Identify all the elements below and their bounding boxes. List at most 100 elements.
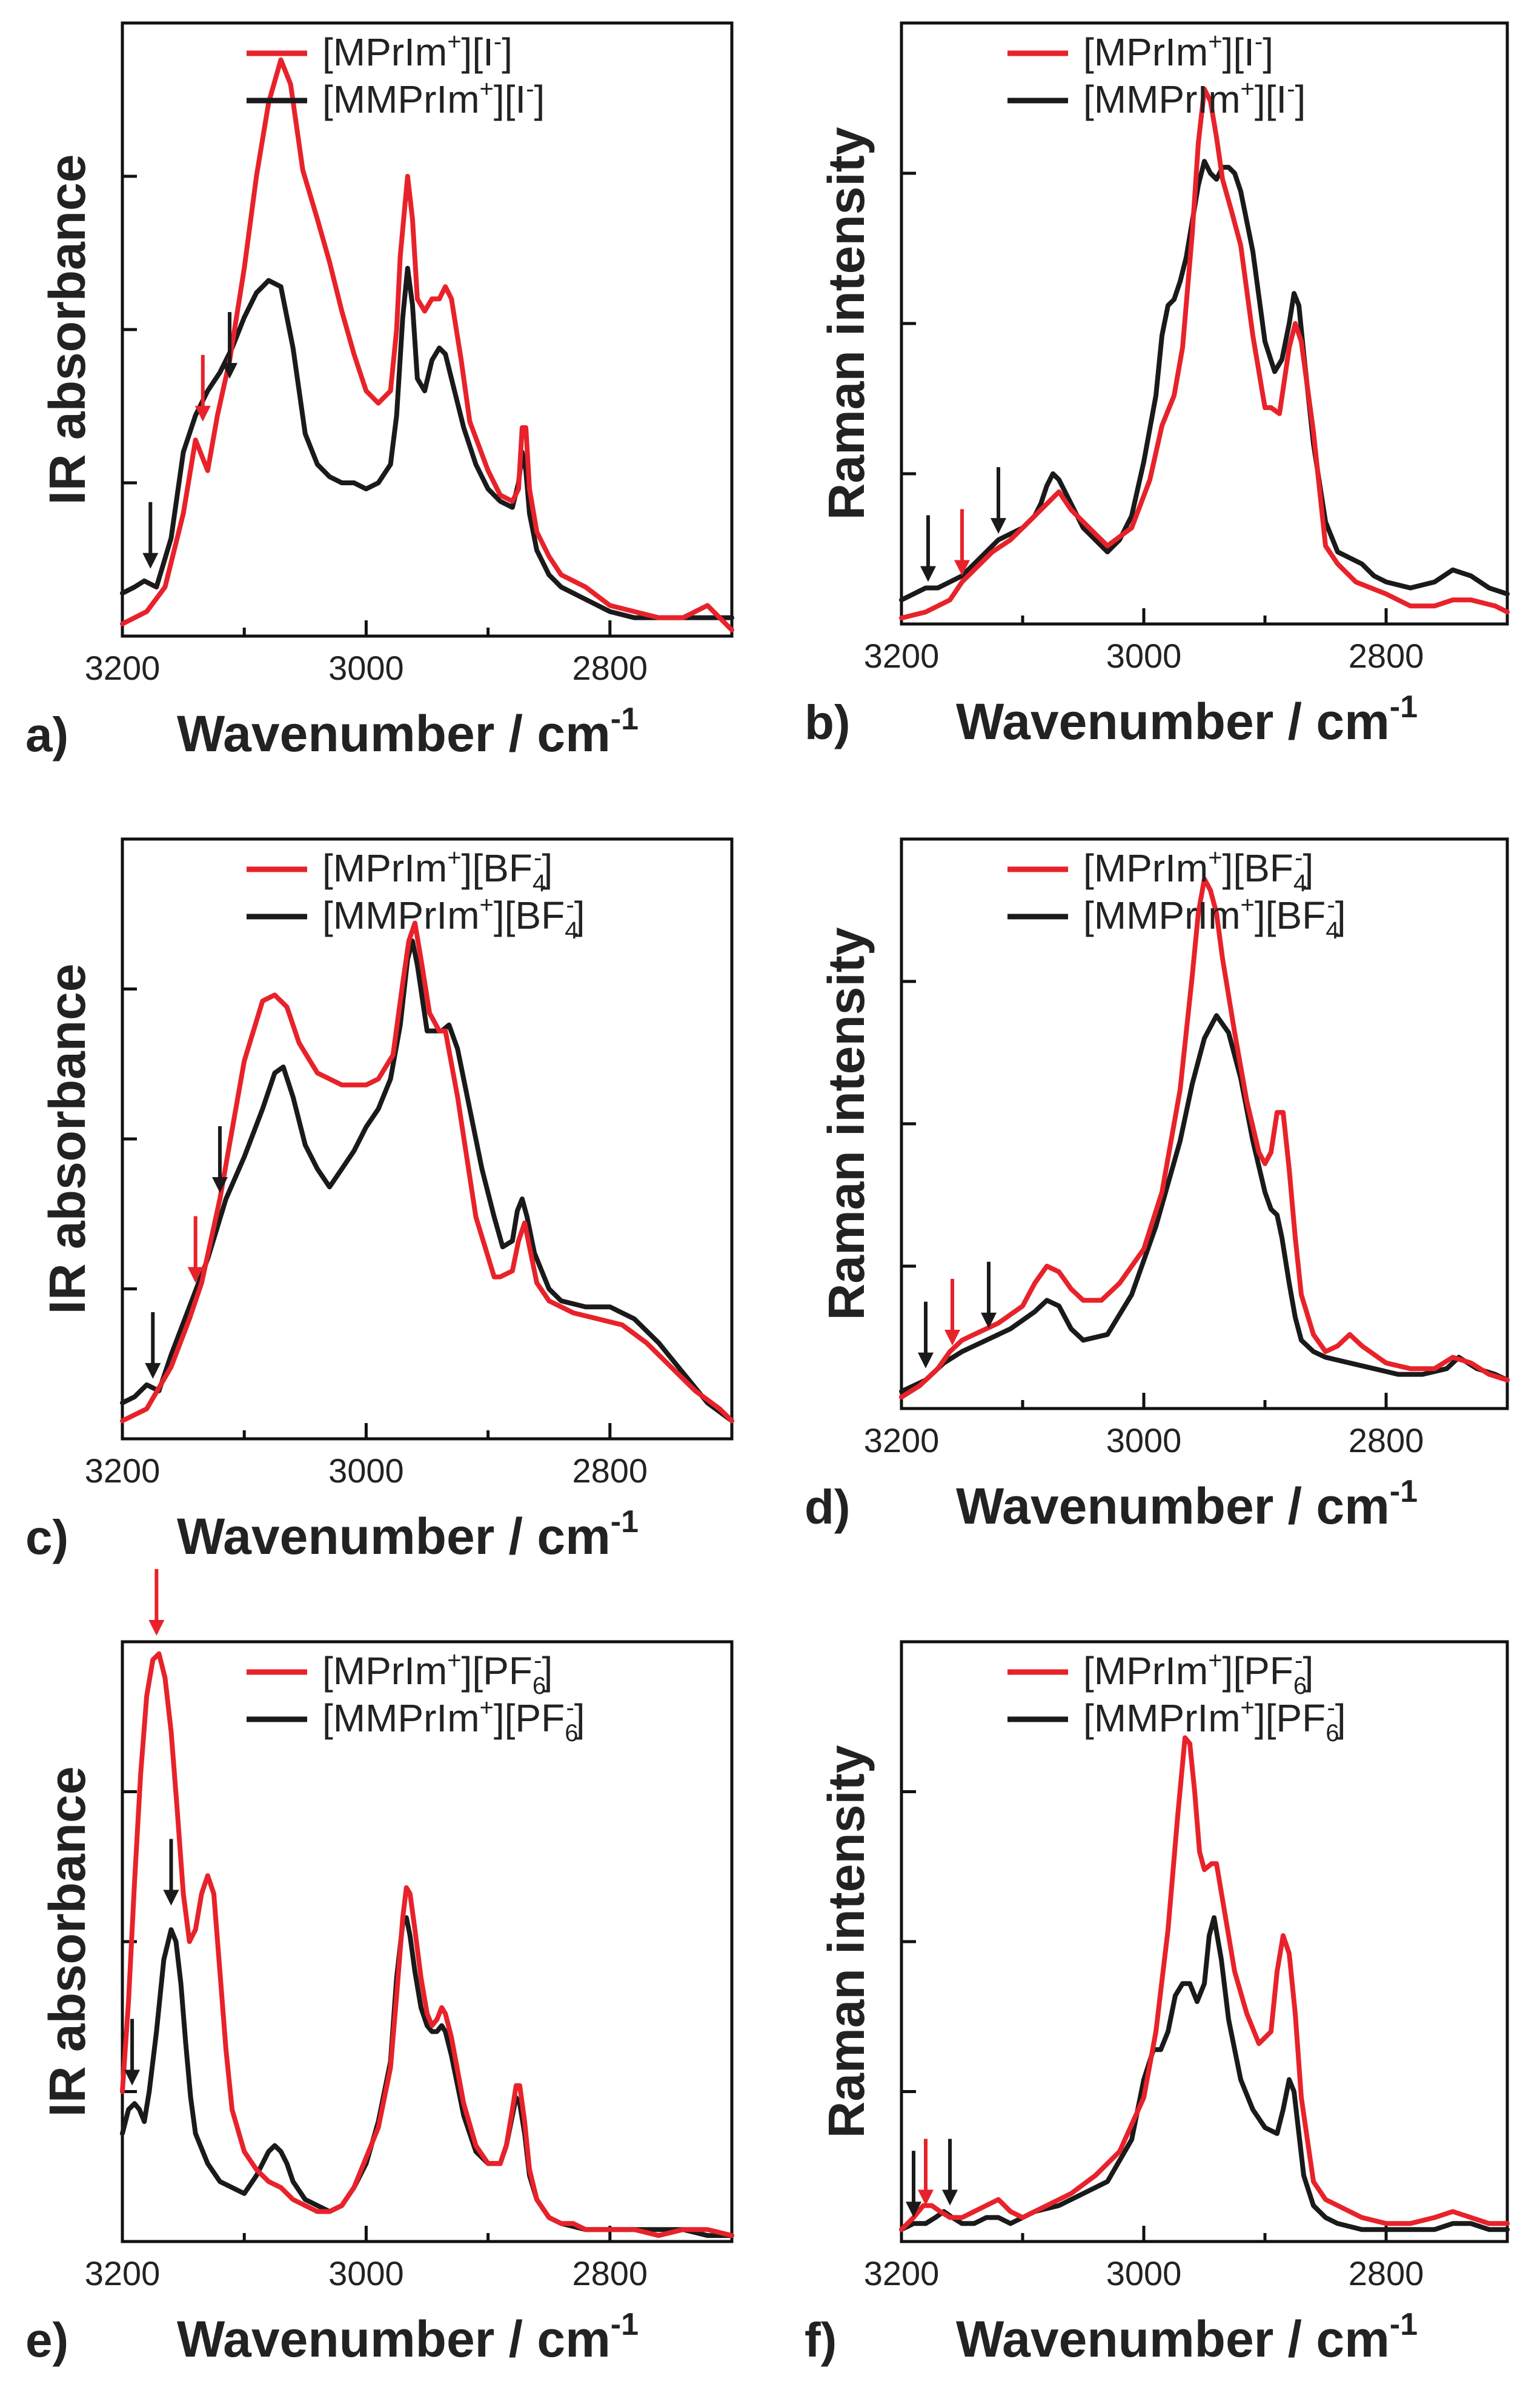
legend-text-part: - xyxy=(526,76,534,102)
legend-text-part: 6 xyxy=(533,1673,546,1699)
legend-text-part: ] xyxy=(1303,846,1313,890)
x-axis-label-text: Wavenumber / cm xyxy=(956,1478,1390,1535)
x-tick-label: 2800 xyxy=(1349,2254,1424,2292)
legend-text-part: [MMPrIm xyxy=(1083,894,1241,937)
x-tick-label: 3200 xyxy=(864,1421,940,1459)
legend-text-part: [MPrIm xyxy=(1083,846,1208,890)
chart-panel-b: 3200 3000 2800 Raman intensity b) Wavenumber … xyxy=(805,21,1510,750)
panel-letter: b) xyxy=(805,695,851,749)
legend-text-part: - xyxy=(566,1694,574,1721)
chart-panel-e: 3200 3000 2800 IR absorbance e) Wavenumber / … xyxy=(25,1569,734,2368)
legend-text-part: ][I xyxy=(1223,30,1255,74)
series-line-mmprim xyxy=(120,1915,734,2238)
series-line-mprim xyxy=(899,876,1510,1400)
legend-text-part: 4 xyxy=(1326,917,1339,944)
peak-arrow-black xyxy=(920,515,936,582)
legend-text-part: ][BF xyxy=(494,894,565,937)
legend-text-part: ][BF xyxy=(1255,894,1326,937)
legend-text-part: [MMPrIm xyxy=(322,894,480,937)
x-axis-label: Wavenumber / cm-1 xyxy=(177,702,639,762)
panel-letter: d) xyxy=(805,1480,851,1534)
peak-arrow-red xyxy=(944,1279,960,1346)
x-axis-label-text: Wavenumber / cm xyxy=(956,693,1390,750)
x-tick-label: 3200 xyxy=(864,2254,940,2292)
legend-text-part: ] xyxy=(574,1696,585,1740)
peak-arrow-black xyxy=(211,1126,228,1193)
peak-arrow-black xyxy=(124,2019,141,2086)
x-axis-label-text: Wavenumber / cm xyxy=(956,2311,1390,2368)
legend-text-part: + xyxy=(480,1694,494,1721)
x-axis-label: Wavenumber / cm-1 xyxy=(956,2307,1418,2368)
legend-text-part: - xyxy=(1255,28,1263,55)
series-line-mmprim xyxy=(120,265,734,620)
x-axis-label: Wavenumber / cm-1 xyxy=(956,689,1418,750)
legend-label: [MMPrIm+][I-] xyxy=(1083,76,1306,121)
legend-text-part: ] xyxy=(502,30,513,74)
peak-arrow-red xyxy=(148,1569,165,1636)
legend-text-part: + xyxy=(447,845,461,871)
legend-text-part: + xyxy=(1241,892,1255,918)
y-axis-label: IR absorbance xyxy=(39,964,96,1315)
legend-entry: [MMPrIm+][I-] xyxy=(247,76,545,121)
legend-text-part: + xyxy=(447,28,461,55)
legend-text-part: - xyxy=(1287,76,1295,102)
legend-label: [MPrIm+][BF4-] xyxy=(322,845,553,897)
x-tick-label: 2800 xyxy=(1349,637,1424,675)
legend-text-part: [MMPrIm xyxy=(1083,78,1241,121)
legend-label: [MPrIm+][I-] xyxy=(322,28,513,74)
series-line-mprim xyxy=(120,920,734,1424)
legend-label: [MPrIm+][PF6-] xyxy=(1083,1647,1313,1699)
x-tick-label: 3000 xyxy=(1106,2254,1182,2292)
legend-text-part: 6 xyxy=(565,1720,578,1747)
legend-label: [MPrIm+][BF4-] xyxy=(1083,845,1313,897)
legend-text-part: [MMPrIm xyxy=(322,78,480,121)
legend-text-part: - xyxy=(1327,892,1335,918)
panel-letter: f) xyxy=(805,2313,837,2367)
y-axis-label: Raman intensity xyxy=(818,127,875,520)
legend-text-part: ][PF xyxy=(1255,1696,1326,1740)
legend-text-part: - xyxy=(1295,845,1303,871)
x-axis-label-exponent: -1 xyxy=(1390,2307,1418,2342)
legend-text-part: [MMPrIm xyxy=(1083,1696,1241,1740)
legend-text-part: + xyxy=(1208,28,1222,55)
legend-text-part: - xyxy=(534,845,542,871)
legend-text-part: - xyxy=(494,28,502,55)
legend-text-part: ] xyxy=(534,78,545,121)
series-line-mmprim xyxy=(899,1915,1510,2232)
peak-arrow-black xyxy=(163,1839,179,1906)
y-axis-label: IR absorbance xyxy=(39,1767,96,2117)
legend-text-part: ] xyxy=(1335,1696,1346,1740)
legend-text-part: ][BF xyxy=(462,846,533,890)
legend-entry: [MPrIm+][PF6-] xyxy=(1007,1647,1313,1699)
legend-text-part: ][PF xyxy=(462,1649,533,1693)
legend-text-part: 6 xyxy=(1293,1673,1307,1699)
peak-arrow-red xyxy=(918,2139,934,2206)
panel-letter: a) xyxy=(25,708,68,762)
x-axis-label-text: Wavenumber / cm xyxy=(177,1508,611,1565)
legend-label: [MMPrIm+][PF6-] xyxy=(1083,1694,1346,1747)
x-tick-label: 3200 xyxy=(85,2254,161,2292)
legend-label: [MMPrIm+][BF4-] xyxy=(322,892,585,944)
x-tick-label: 3000 xyxy=(328,2254,404,2292)
x-axis-label: Wavenumber / cm-1 xyxy=(956,1474,1418,1535)
legend-entry: [MMPrIm+][BF4-] xyxy=(1007,892,1346,944)
legend-text-part: 4 xyxy=(533,870,546,897)
legend-label: [MPrIm+][PF6-] xyxy=(322,1647,553,1699)
legend-text-part: + xyxy=(447,1647,461,1674)
legend-text-part: ][PF xyxy=(494,1696,565,1740)
chart-panel-d: 3200 3000 2800 Raman intensity d) Wavenumber … xyxy=(805,837,1510,1535)
x-tick-label: 3200 xyxy=(85,649,161,687)
y-axis-label: IR absorbance xyxy=(39,154,96,505)
legend-label: [MMPrIm+][BF4-] xyxy=(1083,892,1346,944)
peak-arrow-red xyxy=(187,1216,204,1283)
chart-panel-a: 3200 3000 2800 IR absorbance a) Wavenumber / … xyxy=(25,21,734,762)
legend-text-part: + xyxy=(480,892,494,918)
legend-text-part: 6 xyxy=(1326,1720,1339,1747)
legend-text-part: + xyxy=(1208,1647,1222,1674)
x-tick-label: 2800 xyxy=(573,2254,648,2292)
peak-arrow-black xyxy=(142,502,159,569)
x-tick-label: 2800 xyxy=(573,649,648,687)
legend-entry: [MMPrIm+][I-] xyxy=(1007,76,1306,121)
legend-label: [MPrIm+][I-] xyxy=(1083,28,1273,74)
x-axis-label-text: Wavenumber / cm xyxy=(177,2311,611,2368)
